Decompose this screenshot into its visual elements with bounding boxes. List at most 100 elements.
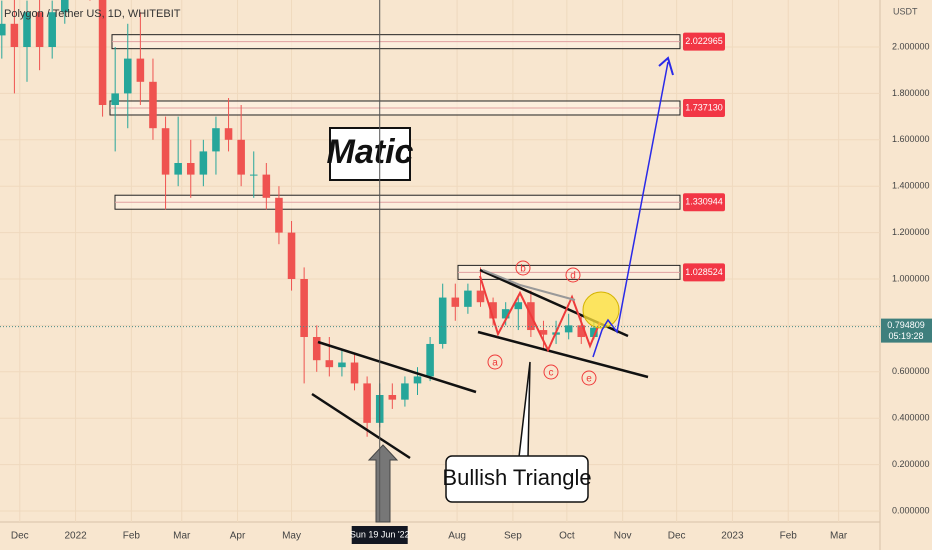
level-tag (683, 32, 725, 51)
y-tick-label: 0.000000 (892, 505, 930, 515)
candle-body (111, 93, 119, 106)
y-tick-label: 0.400000 (892, 413, 930, 423)
candle-body (426, 343, 434, 377)
level-label: 1.028524 (685, 267, 723, 277)
x-tick-label: 2023 (721, 531, 744, 542)
trend-line (311, 392, 411, 460)
candle-body (489, 302, 497, 319)
y-tick-label: 1.000000 (892, 273, 930, 283)
candle-body (224, 128, 233, 140)
highlight (582, 291, 620, 329)
grid (0, 0, 880, 522)
candle-body (413, 376, 422, 384)
candle-body (501, 309, 510, 319)
last-price-tag (881, 318, 932, 343)
candle-body (539, 330, 548, 335)
candle-body (325, 360, 334, 368)
asset-label: Matic (327, 133, 414, 171)
arrow-head (658, 56, 674, 76)
candle-body (312, 337, 321, 361)
candle-body (186, 163, 195, 175)
candle-body (438, 297, 447, 344)
level-tag (683, 98, 725, 117)
candle-body (199, 151, 208, 175)
candle-body (161, 128, 170, 175)
candle-body (149, 81, 157, 129)
x-tick-label: Apr (230, 531, 246, 542)
candle-body (388, 395, 397, 400)
x-tick-label: Dec (11, 531, 29, 542)
candle-body (262, 174, 271, 198)
candle-body (0, 23, 6, 36)
y-tick-label: 0.200000 (892, 459, 930, 469)
crosshair-tag (351, 526, 408, 544)
wave-marker (543, 364, 559, 380)
x-tick-label: Oct (559, 531, 575, 542)
x-tick-label: Mar (830, 531, 848, 542)
countdown-label: 05:19:28 (888, 331, 923, 341)
wave-path (479, 275, 601, 353)
y-tick-label: 0.600000 (892, 366, 930, 376)
wave-marker (487, 354, 503, 370)
x-tick-label: Nov (614, 531, 632, 542)
y-tick-label: 1.800000 (892, 88, 930, 98)
level-tag (683, 263, 725, 282)
level-label: 1.737130 (685, 102, 723, 112)
candle-body (514, 302, 523, 310)
pattern-label: Bullish Triangle (442, 465, 591, 490)
crosshair-label: Sun 19 Jun '22 (350, 529, 410, 539)
candle-body (577, 325, 586, 338)
candle-body (287, 232, 296, 280)
level-tag (683, 193, 725, 212)
y-tick-label: 2.000000 (892, 41, 930, 51)
candle-body (350, 362, 359, 384)
x-tick-label: Sep (504, 531, 522, 542)
y-tick-label: 1.200000 (892, 227, 930, 237)
projection-arrow (592, 61, 669, 358)
candle-body (338, 362, 346, 368)
x-tick-label: Mar (173, 531, 191, 542)
wave-marker (581, 370, 597, 386)
candle-body (237, 139, 245, 175)
candles (0, 0, 598, 437)
trend-line (317, 340, 477, 394)
up-arrow (367, 444, 399, 523)
last-price-label: 0.794809 (887, 320, 925, 330)
x-tick-label: May (282, 531, 301, 542)
drawings: Matic Bullish Triangle a b c d e (311, 56, 674, 523)
x-tick-label: Aug (448, 531, 466, 542)
candle-body (401, 383, 409, 400)
level-label: 1.330944 (685, 197, 723, 207)
y-tick-label: 1.600000 (892, 134, 930, 144)
trend-line (477, 330, 649, 379)
candle-body (363, 383, 371, 423)
wave-marker (565, 267, 581, 283)
x-tick-label: Feb (780, 531, 798, 542)
wave-label: c (549, 368, 554, 379)
candle-body (10, 23, 19, 48)
candle-body (61, 0, 69, 13)
candle-body (464, 290, 472, 307)
candle-body (590, 327, 598, 338)
candle-body (35, 12, 44, 48)
chart-title: Polygon / Tether US, 1D, WHITEBIT (4, 8, 181, 20)
levels: 2.022965 1.737130 1.330944 1.028524 (109, 32, 725, 282)
level-label: 2.022965 (685, 36, 723, 46)
candle-body (564, 325, 573, 333)
candle-body (476, 290, 485, 303)
wave-marker (515, 260, 531, 276)
candle-body (98, 0, 107, 106)
wave-label: d (570, 271, 576, 282)
candle-body (174, 163, 182, 175)
wave-label: e (586, 374, 592, 385)
x-tick-label: 2022 (64, 531, 87, 542)
label-box (445, 455, 589, 503)
candle-body (123, 58, 132, 94)
x-tick-label: Feb (123, 531, 141, 542)
candle-body (249, 174, 258, 176)
candle-body (212, 128, 220, 152)
wave-label: a (492, 358, 498, 369)
candle-body (48, 12, 56, 48)
label-box (329, 127, 411, 181)
